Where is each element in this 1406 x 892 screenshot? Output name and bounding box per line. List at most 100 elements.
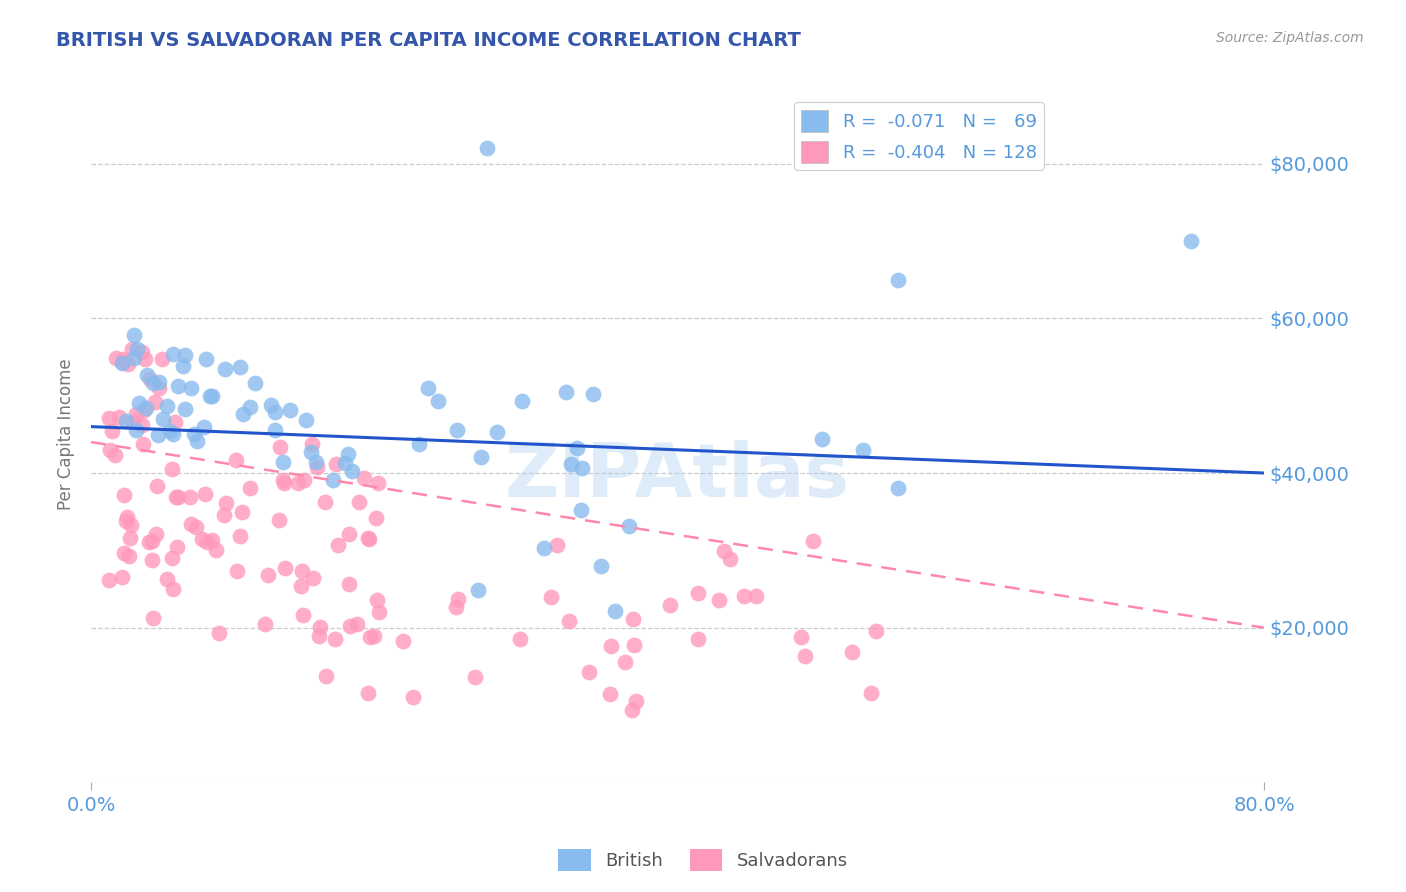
Point xyxy=(114,414,136,428)
Point xyxy=(225,452,247,467)
Point xyxy=(367,475,389,490)
Point xyxy=(860,686,883,700)
Point xyxy=(294,413,316,427)
Point xyxy=(215,496,238,510)
Legend: British, Salvadorans: British, Salvadorans xyxy=(551,842,855,879)
Point xyxy=(470,450,492,464)
Point xyxy=(686,632,709,646)
Point xyxy=(162,582,184,596)
Point xyxy=(363,629,385,643)
Point xyxy=(194,487,217,501)
Point xyxy=(314,495,336,509)
Point xyxy=(267,512,290,526)
Point xyxy=(184,520,207,534)
Point xyxy=(201,389,224,403)
Point xyxy=(340,464,363,478)
Point xyxy=(156,399,179,413)
Point xyxy=(112,546,135,560)
Point xyxy=(302,571,325,585)
Point xyxy=(347,495,370,509)
Point xyxy=(231,506,253,520)
Point xyxy=(325,457,347,471)
Point xyxy=(208,625,231,640)
Point xyxy=(125,342,148,356)
Point xyxy=(357,686,380,700)
Text: BRITISH VS SALVADORAN PER CAPITA INCOME CORRELATION CHART: BRITISH VS SALVADORAN PER CAPITA INCOME … xyxy=(56,31,801,50)
Point xyxy=(339,527,361,541)
Point xyxy=(467,583,489,598)
Point xyxy=(368,605,391,619)
Point xyxy=(269,440,291,454)
Point xyxy=(271,454,294,468)
Point xyxy=(115,510,138,524)
Point xyxy=(201,533,224,548)
Point xyxy=(263,405,285,419)
Point xyxy=(589,559,612,574)
Point xyxy=(264,423,287,437)
Point xyxy=(291,607,314,622)
Point xyxy=(245,376,267,390)
Point xyxy=(624,693,647,707)
Point xyxy=(509,632,531,646)
Point xyxy=(121,343,143,357)
Point xyxy=(229,359,252,374)
Point xyxy=(131,437,153,451)
Point xyxy=(254,617,277,632)
Point xyxy=(111,356,134,370)
Point xyxy=(225,564,247,578)
Point xyxy=(148,428,170,442)
Point xyxy=(571,461,593,475)
Point xyxy=(173,401,195,416)
Point xyxy=(337,577,360,591)
Point xyxy=(118,549,141,564)
Text: ZIPAtlas: ZIPAtlas xyxy=(505,440,851,513)
Point xyxy=(163,415,186,429)
Point xyxy=(162,427,184,442)
Point xyxy=(271,473,294,487)
Point xyxy=(560,457,582,471)
Point xyxy=(315,668,337,682)
Point xyxy=(125,423,148,437)
Point xyxy=(569,502,592,516)
Point xyxy=(186,434,208,449)
Point xyxy=(136,368,159,382)
Point xyxy=(333,456,356,470)
Point xyxy=(402,690,425,705)
Point xyxy=(292,474,315,488)
Point xyxy=(447,591,470,606)
Point xyxy=(131,417,153,432)
Point xyxy=(733,589,755,603)
Point xyxy=(427,394,450,409)
Point xyxy=(688,586,710,600)
Point xyxy=(713,544,735,558)
Point xyxy=(167,379,190,393)
Point xyxy=(141,534,163,549)
Point xyxy=(108,410,131,425)
Point xyxy=(145,527,167,541)
Point xyxy=(886,482,908,496)
Point xyxy=(135,401,157,416)
Point xyxy=(152,412,174,426)
Point xyxy=(101,424,124,438)
Point xyxy=(239,400,262,414)
Point xyxy=(111,570,134,584)
Point xyxy=(159,424,181,438)
Point xyxy=(115,515,138,529)
Point xyxy=(603,604,626,618)
Point xyxy=(582,387,605,401)
Point xyxy=(287,476,309,491)
Point xyxy=(793,648,815,663)
Point xyxy=(299,445,322,459)
Point xyxy=(322,473,344,487)
Point xyxy=(464,670,486,684)
Point xyxy=(790,630,813,644)
Point xyxy=(658,599,681,613)
Point xyxy=(162,551,184,566)
Point xyxy=(97,573,120,587)
Point xyxy=(183,427,205,442)
Point xyxy=(146,478,169,492)
Point xyxy=(214,362,236,376)
Point xyxy=(886,273,908,287)
Point xyxy=(180,381,202,395)
Point xyxy=(744,589,766,603)
